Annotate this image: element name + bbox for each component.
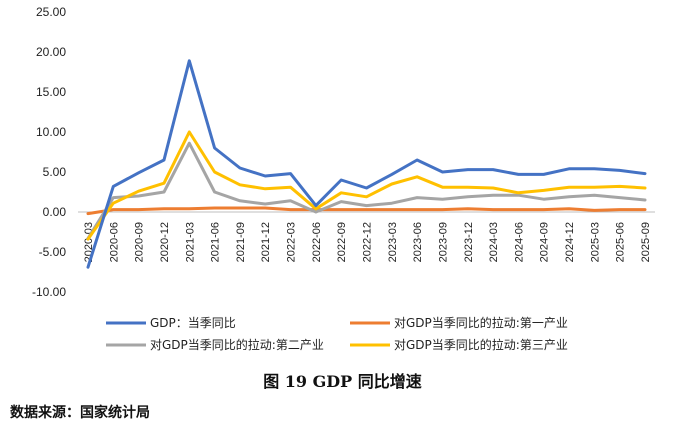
gdp-growth-chart: -10.00-5.000.005.0010.0015.0020.0025.00 … [32,5,655,352]
series-line-4 [86,130,647,241]
x-tick-label: 2020-09 [134,222,146,262]
x-tick-label: 2024-12 [564,222,576,262]
series-line-2 [86,206,647,216]
y-tick-label: 0.00 [43,205,67,219]
x-tick-label: 2025-06 [615,222,627,262]
series-lines [86,59,647,269]
chart-title: 图 19 GDP 同比增速 [263,372,422,391]
legend-label: 对GDP当季同比的拉动:第三产业 [394,337,568,352]
y-tick-label: 5.00 [43,165,67,179]
x-tick-label: 2022-06 [311,222,323,262]
series-line-1 [86,59,647,269]
x-tick-label: 2021-03 [184,222,196,262]
x-tick-label: 2020-06 [108,222,120,262]
x-tick-label: 2025-09 [640,222,652,262]
y-tick-label: -10.00 [32,285,66,299]
x-tick-label: 2024-03 [488,222,500,262]
y-tick-label: -5.00 [39,245,67,259]
y-axis-ticks: -10.00 -5.00 0.00 5.00 10.00 15.00 20.00 25.00 [32,5,66,299]
x-axis-ticks: 2020-03 2020-06 2020-09 2020-12 2021-03 2021-… [83,222,652,262]
legend: GDP：当季同比 对GDP当季同比的拉动:第一产业对GDP当季同比的拉动:第二产业… [106,315,568,352]
data-source: 数据来源：国家统计局 [10,405,150,421]
x-tick-label: 2025-03 [589,222,601,262]
y-tick-label: 20.00 [36,45,66,59]
series-line-3 [86,141,647,240]
x-tick-label: 2024-09 [539,222,551,262]
x-tick-label: 2023-09 [437,222,449,262]
y-tick-label: 15.00 [36,85,66,99]
legend-label: 对GDP当季同比的拉动:第一产业 [394,315,568,330]
legend-label: GDP：当季同比 [150,316,236,330]
x-tick-label: 2021-09 [235,222,247,262]
legend-label: 对GDP当季同比的拉动:第二产业 [150,337,324,352]
x-tick-label: 2024-06 [513,222,525,262]
y-tick-label: 10.00 [36,125,66,139]
x-tick-label: 2023-06 [412,222,424,262]
x-tick-label: 2023-03 [387,222,399,262]
x-tick-label: 2022-12 [362,222,374,262]
x-tick-label: 2022-09 [336,222,348,262]
x-tick-label: 2021-06 [210,222,222,262]
y-tick-label: 25.00 [36,5,66,19]
x-tick-label: 2022-03 [286,222,298,262]
x-tick-label: 2023-12 [463,222,475,262]
x-tick-label: 2020-12 [159,222,171,262]
x-tick-label: 2021-12 [260,222,272,262]
